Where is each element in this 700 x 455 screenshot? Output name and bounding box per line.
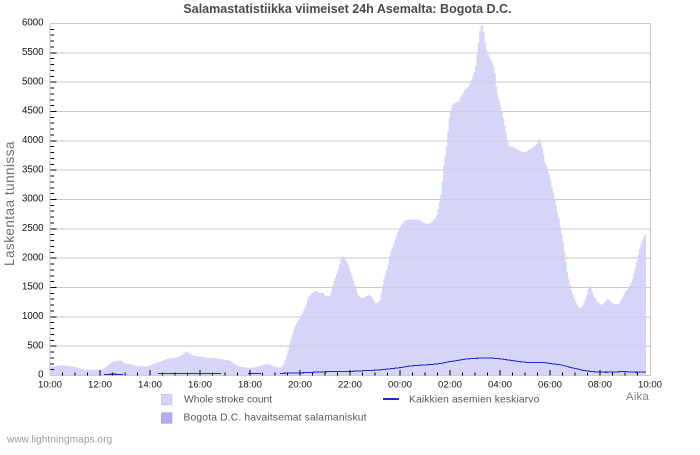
- svg-text:18:00: 18:00: [238, 380, 262, 391]
- svg-text:www.lightningmaps.org: www.lightningmaps.org: [6, 435, 112, 446]
- svg-text:06:00: 06:00: [538, 380, 562, 391]
- svg-text:1000: 1000: [22, 311, 44, 322]
- svg-text:5500: 5500: [22, 47, 44, 58]
- svg-text:00:00: 00:00: [388, 380, 412, 391]
- svg-text:14:00: 14:00: [138, 380, 162, 391]
- svg-text:02:00: 02:00: [438, 380, 462, 391]
- svg-text:16:00: 16:00: [188, 380, 212, 391]
- svg-text:22:00: 22:00: [338, 380, 362, 391]
- svg-text:Laskentaa tunnissa: Laskentaa tunnissa: [2, 141, 17, 266]
- svg-text:20:00: 20:00: [288, 380, 312, 391]
- svg-text:12:00: 12:00: [88, 380, 112, 391]
- svg-text:Aika: Aika: [626, 391, 649, 403]
- svg-text:Kaikkien asemien keskiarvo: Kaikkien asemien keskiarvo: [409, 394, 540, 405]
- svg-text:Salamastatistiikka viimeiset 2: Salamastatistiikka viimeiset 24h Asemalt…: [183, 2, 511, 16]
- svg-text:4500: 4500: [22, 106, 44, 117]
- svg-text:Whole stroke count: Whole stroke count: [184, 394, 272, 405]
- svg-text:5000: 5000: [22, 76, 44, 87]
- svg-text:1500: 1500: [22, 282, 44, 293]
- svg-text:3500: 3500: [22, 164, 44, 175]
- svg-text:08:00: 08:00: [588, 380, 612, 391]
- svg-text:2500: 2500: [22, 223, 44, 234]
- svg-text:4000: 4000: [22, 135, 44, 146]
- svg-text:2000: 2000: [22, 252, 44, 263]
- svg-text:500: 500: [27, 340, 44, 351]
- svg-text:0: 0: [38, 370, 44, 381]
- svg-text:10:00: 10:00: [638, 380, 662, 391]
- svg-text:6000: 6000: [22, 18, 44, 29]
- svg-text:Bogota D.C. havaitsemat salama: Bogota D.C. havaitsemat salamaniskut: [184, 413, 367, 424]
- svg-text:3000: 3000: [22, 194, 44, 205]
- svg-text:10:00: 10:00: [38, 380, 62, 391]
- svg-text:04:00: 04:00: [488, 380, 512, 391]
